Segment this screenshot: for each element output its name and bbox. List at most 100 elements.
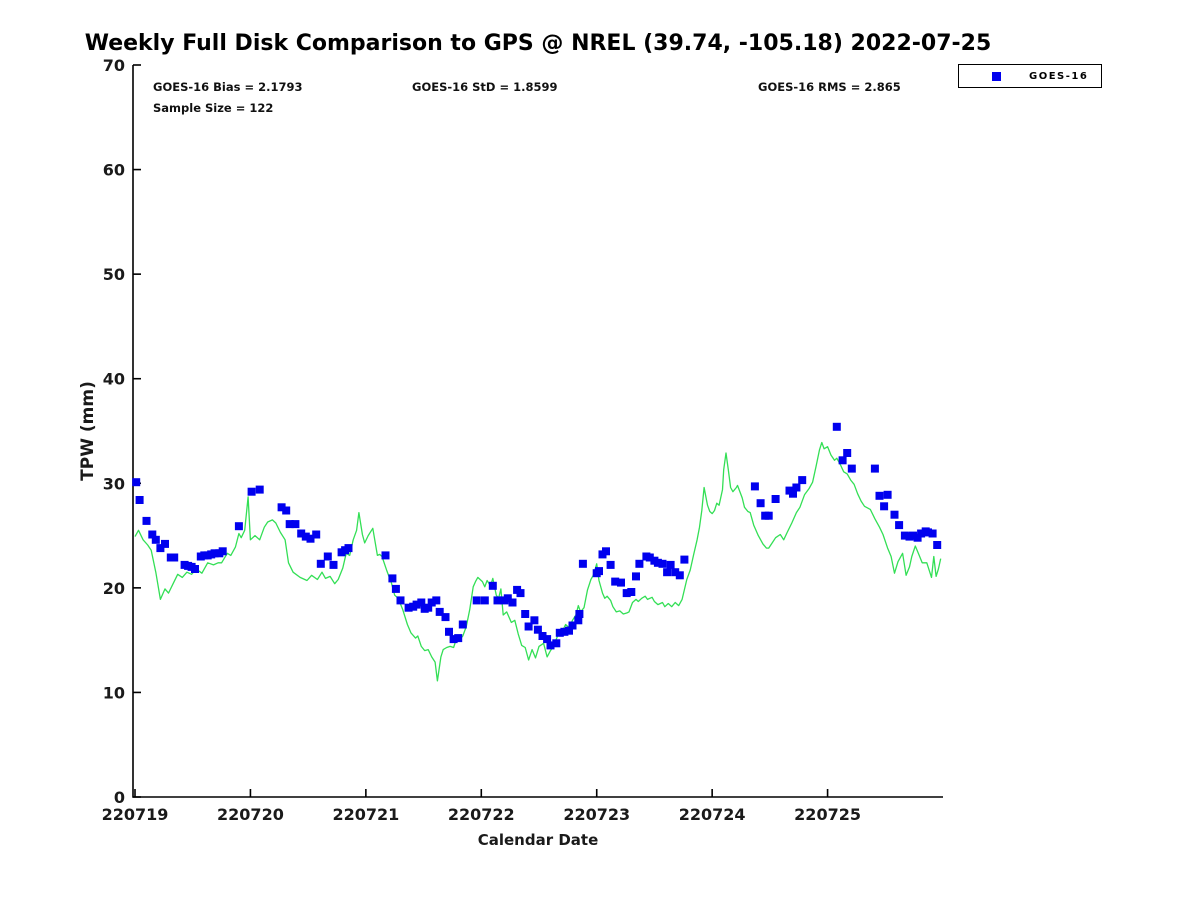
goes16-data-point [132, 478, 141, 487]
goes16-data-point [285, 520, 294, 529]
goes16-data-point [432, 596, 441, 605]
goes16-data-point [218, 547, 227, 556]
goes16-data-point [297, 529, 306, 538]
goes16-data-point [234, 522, 243, 531]
x-tick-label: 220719 [102, 805, 169, 824]
goes16-data-point [617, 578, 625, 587]
goes16-data-point [396, 596, 405, 605]
goes16-data-point [933, 541, 942, 549]
goes16-data-point [538, 632, 547, 640]
x-tick-label: 220722 [448, 805, 515, 824]
goes16-data-point [533, 625, 542, 634]
x-tick-label: 220723 [563, 805, 630, 824]
goes16-data-point [555, 628, 564, 637]
legend-box: GOES-16 [958, 64, 1102, 88]
stat-rms: GOES-16 RMS = 2.865 [758, 80, 901, 94]
goes16-data-point [565, 626, 573, 635]
goes16-data-point [156, 544, 165, 553]
goes16-data-point [838, 456, 847, 465]
goes16-data-point [917, 529, 926, 538]
goes16-data-point [316, 559, 325, 568]
goes16-data-point [424, 603, 433, 612]
goes16-data-point [543, 635, 552, 644]
goes16-data-point [875, 491, 884, 500]
goes16-data-point [488, 581, 497, 590]
goes16-data-point [480, 596, 489, 605]
legend-label: GOES-16 [1029, 70, 1089, 82]
x-tick-label: 220721 [332, 805, 399, 824]
goes16-data-point [306, 534, 315, 543]
goes16-data-point [291, 520, 300, 529]
goes16-data-point [832, 422, 841, 431]
goes16-data-point [658, 559, 667, 568]
y-tick-label: 30 [103, 474, 125, 493]
goes16-data-point [404, 603, 413, 612]
goes16-data-point [170, 553, 179, 562]
goes16-data-point [524, 622, 533, 631]
x-axis-label: Calendar Date [477, 831, 599, 849]
goes16-data-point [191, 565, 199, 573]
goes16-data-point [750, 482, 759, 491]
goes16-data-point [680, 555, 689, 564]
goes16-data-point [645, 553, 654, 562]
goes16-data-point [388, 574, 397, 583]
goes16-data-point [792, 483, 801, 492]
gps-line [134, 441, 942, 682]
y-tick-label: 50 [103, 265, 125, 284]
goes16-data-point [412, 600, 421, 609]
goes16-data-point [632, 572, 640, 581]
goes16-data-point [602, 547, 610, 556]
goes16-data-point [454, 634, 463, 643]
goes16-data-point [161, 539, 169, 548]
y-tick-label: 70 [103, 56, 125, 75]
goes16-data-point [516, 589, 525, 598]
goes16-data-point [472, 596, 481, 605]
x-tick-label: 220720 [217, 805, 284, 824]
goes16-data-point [909, 531, 917, 540]
axis-spines [132, 65, 943, 798]
goes16-data-point [771, 495, 780, 503]
chart-title: Weekly Full Disk Comparison to GPS @ NRE… [84, 31, 992, 56]
goes16-data-point [493, 596, 502, 605]
y-tick-label: 60 [103, 161, 125, 180]
goes16-data-point [381, 551, 390, 560]
goes16-data-point [568, 621, 577, 630]
goes16-data-point [449, 635, 458, 644]
x-tick-label: 220725 [794, 805, 861, 824]
stat-sample-size: Sample Size = 122 [153, 101, 274, 115]
x-tick-label: 220724 [679, 805, 746, 824]
goes16-data-point [344, 544, 353, 553]
goes16-data-point [521, 610, 530, 618]
goes16-data-point [574, 616, 583, 625]
goes16-data-point [151, 535, 160, 544]
goes16-data-point [417, 598, 426, 607]
y-tick-label: 40 [103, 370, 125, 389]
goes16-data-point [560, 627, 569, 636]
goes16-data-point [575, 610, 584, 618]
goes16-data-point [611, 577, 620, 586]
goes16-data-point [627, 588, 636, 596]
goes16-data-point [883, 490, 892, 499]
goes16-data-point [653, 558, 662, 567]
goes16-data-point [301, 532, 310, 541]
goes16-data-point [675, 571, 684, 580]
goes16-data-point [435, 607, 444, 616]
goes16-data-point [277, 503, 286, 512]
goes16-data-point [530, 616, 539, 625]
goes16-data-point [895, 521, 904, 530]
goes16-data-point [847, 464, 856, 473]
goes16-data-point [595, 567, 603, 576]
goes16-data-point [635, 559, 644, 568]
goes16-data-point [880, 502, 889, 511]
goes16-data-point [789, 489, 797, 498]
goes16-data-point [900, 531, 909, 540]
y-tick-label: 0 [114, 788, 125, 807]
goes16-data-point [508, 598, 517, 607]
goes16-data-point [578, 559, 587, 568]
goes16-data-point [756, 499, 765, 508]
goes16-data-point [323, 552, 332, 561]
goes16-data-point [255, 485, 264, 494]
goes16-data-point [391, 584, 400, 593]
goes16-data-point [913, 533, 922, 542]
